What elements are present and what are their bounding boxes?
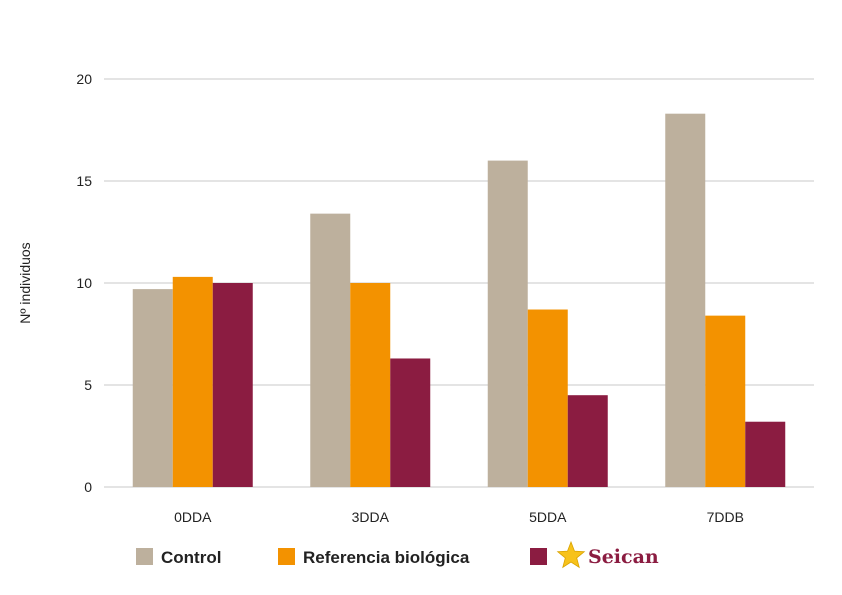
x-tick-labels: 0DDA 3DDA 5DDA 7DDB [174,509,744,525]
x-tick-label: 3DDA [352,509,390,525]
bar-referencia-biol-gica-5dda [527,309,568,487]
legend-item: Referencia biológica [278,548,470,567]
legend-label: Referencia biológica [303,548,470,567]
bar-referencia-biol-gica-7ddb [705,315,746,487]
y-tick-label: 0 [84,479,92,495]
x-tick-label: 7DDB [707,509,744,525]
bar-control-0dda [132,289,173,487]
bar-control-5dda [487,160,528,487]
legend-label: Control [161,548,221,567]
seican-star-logo-icon [556,540,586,569]
bars [132,113,786,488]
y-tick-label: 15 [76,173,92,189]
legend-item: Control [136,548,221,567]
bar-referencia-biol-gica-0dda [172,276,213,487]
legend-swatch [136,548,153,565]
y-tick-label: 5 [84,377,92,393]
x-tick-label: 0DDA [174,509,212,525]
bar-seican-0dda [212,283,253,487]
legend-swatch [530,548,547,565]
x-tick-label: 5DDA [529,509,567,525]
bar-seican-7ddb [745,421,786,487]
legend-swatch [278,548,295,565]
y-tick-labels: 0 5 10 15 20 [76,71,92,495]
y-tick-label: 10 [76,275,92,291]
y-tick-label: 20 [76,71,92,87]
bar-control-7ddb [665,113,706,488]
bar-seican-5dda [567,395,608,487]
bar-control-3dda [310,213,351,487]
bar-seican-3dda [390,358,431,487]
seican-logo-wordmark: Seican [588,546,659,568]
legend-item: Seican [530,540,659,569]
legend: Control Referencia biológica Seican [136,540,659,569]
y-axis-title: Nº individuos [17,242,33,323]
bar-referencia-biol-gica-3dda [350,283,391,487]
